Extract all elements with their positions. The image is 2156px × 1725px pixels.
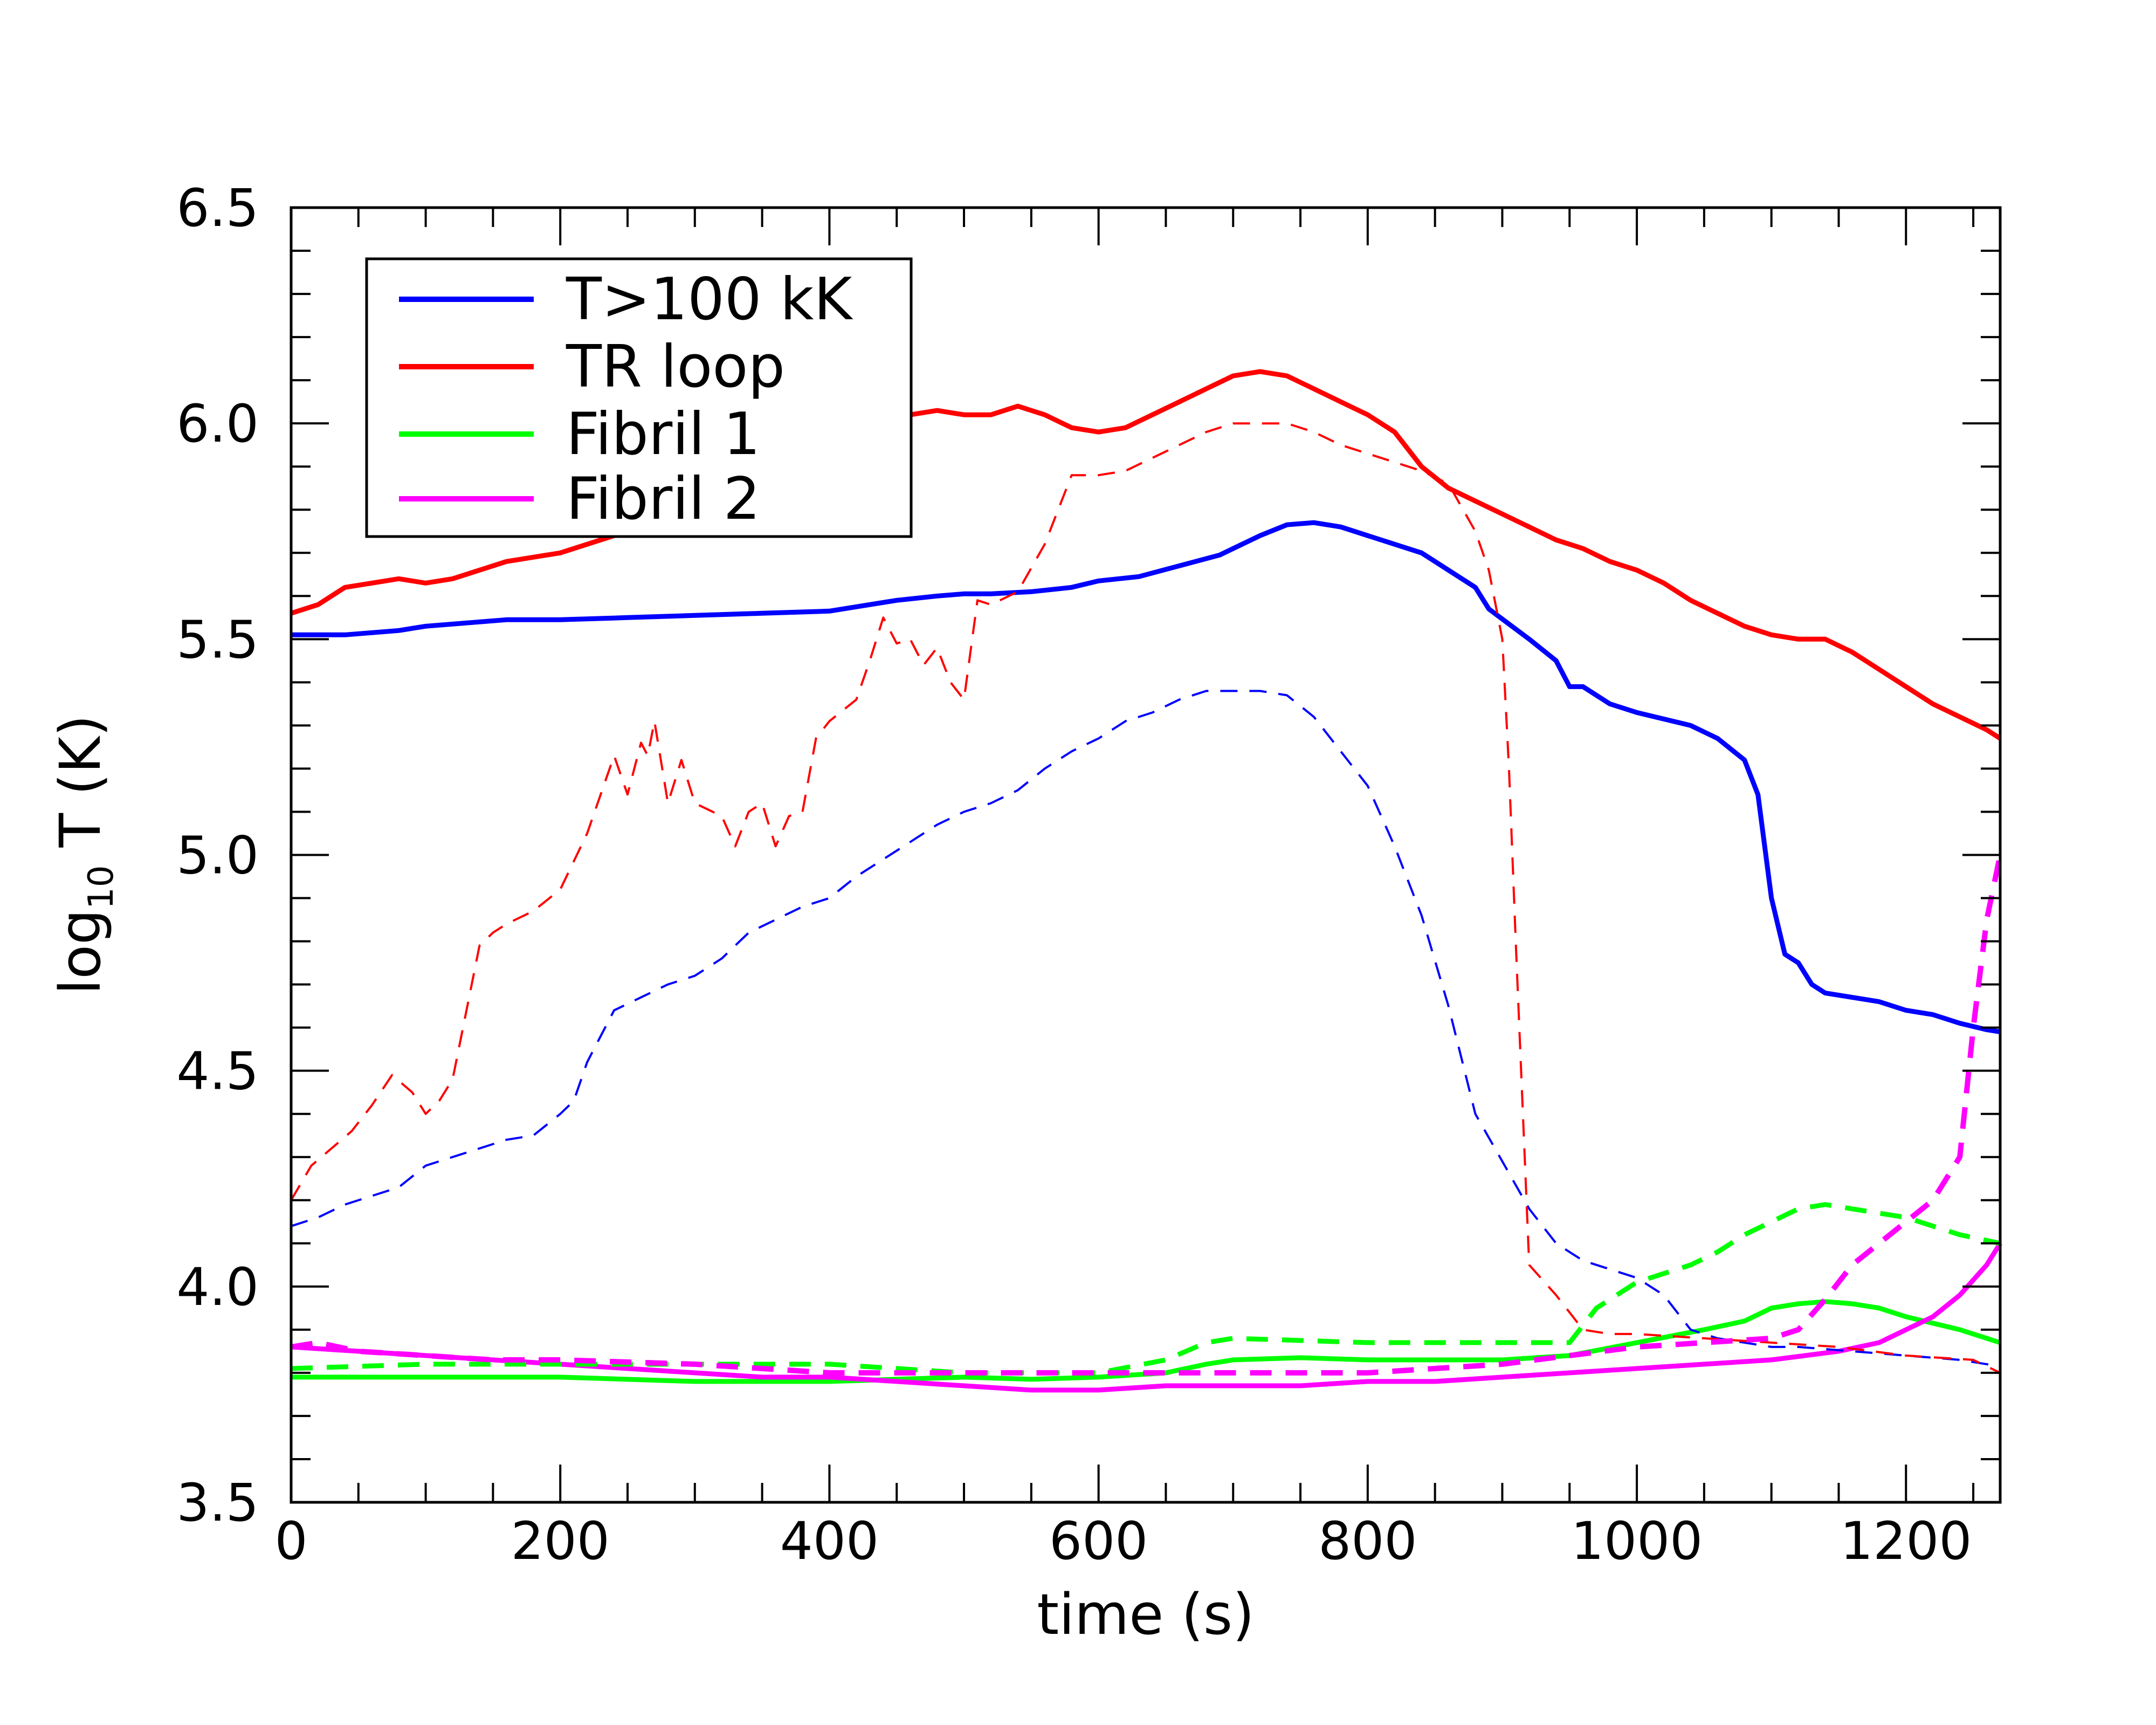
legend-label-fibril-2: Fibril 2 xyxy=(566,465,760,533)
series-line-t-100-kk xyxy=(291,520,2001,1035)
series-line-t-100-kk-dashed xyxy=(291,690,2001,1367)
legend-box xyxy=(365,257,913,538)
plot-frame xyxy=(290,206,2002,1504)
y-tick-label: 4.0 xyxy=(176,1257,259,1317)
legend-label-t100kk: T>100 kK xyxy=(566,266,853,333)
y-tick-label: 5.0 xyxy=(176,826,259,886)
legend-label-tr-loop: TR loop xyxy=(566,333,785,401)
y-tick-label: 6.0 xyxy=(176,394,259,454)
y-tick-label: 6.5 xyxy=(176,178,259,238)
series-line-tr-loop-dashed xyxy=(290,422,2001,1374)
y-axis-tick-labels: 3.5 4.0 4.5 5.0 5.5 6.0 6.5 xyxy=(176,178,259,1533)
x-tick-label: 1000 xyxy=(1571,1511,1703,1571)
x-tick-label: 600 xyxy=(1049,1511,1148,1571)
x-tick-label: 800 xyxy=(1318,1511,1417,1571)
legend: T>100 kK TR loop Fibril 1 Fibril 2 xyxy=(365,257,913,538)
y-tick-label: 4.5 xyxy=(176,1041,259,1102)
x-axis-tick-labels: 0 200 400 600 800 1000 1200 xyxy=(274,1511,1972,1571)
y-axis-label-subscript: 10 xyxy=(81,865,121,909)
series-line-tr-loop xyxy=(290,369,2002,741)
series-layer xyxy=(290,369,2003,1393)
x-tick-label: 200 xyxy=(511,1511,610,1571)
x-tick-label: 400 xyxy=(780,1511,879,1571)
series-line-fibril-2-dashed xyxy=(291,854,2003,1376)
x-axis-label: time (s) xyxy=(1037,1582,1254,1647)
y-axis-label: log10 T (K) xyxy=(47,715,121,995)
legend-label-fibril-1: Fibril 1 xyxy=(566,401,760,468)
y-tick-label: 3.5 xyxy=(176,1473,259,1533)
x-tick-label: 0 xyxy=(274,1511,307,1571)
series-line-fibril-2 xyxy=(291,1242,2002,1393)
x-tick-label: 1200 xyxy=(1840,1511,1972,1571)
series-line-fibril-1-dashed xyxy=(291,1202,2001,1376)
y-tick-label: 5.5 xyxy=(176,609,259,670)
